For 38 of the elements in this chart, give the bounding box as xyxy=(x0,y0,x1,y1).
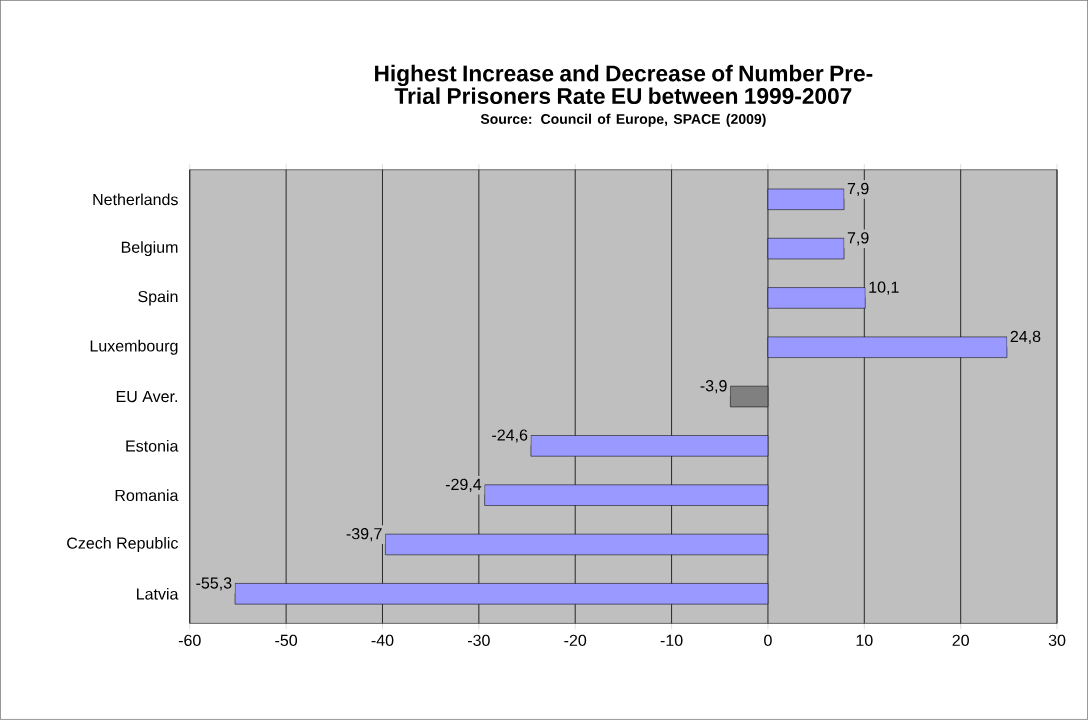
data-label: -3,9 xyxy=(700,380,727,394)
y-tick-label: Latvia xyxy=(137,588,179,600)
x-tick-label: -20 xyxy=(564,634,587,647)
bar xyxy=(767,238,845,260)
x-tick-label: 20 xyxy=(952,634,969,647)
data-label: -24,6 xyxy=(492,429,528,443)
bar xyxy=(730,386,769,408)
bar xyxy=(530,435,769,457)
x-tick-label: 30 xyxy=(1048,634,1066,647)
y-tick-label: EU Aver. xyxy=(116,391,177,403)
y-tick-label: Netherlands xyxy=(93,193,178,206)
y-tick-label: Czech Republic xyxy=(67,537,178,553)
data-label: 10,1 xyxy=(869,281,899,295)
y-tick-label: Belgium xyxy=(121,241,178,257)
x-tick-label: -50 xyxy=(275,634,298,647)
data-label: -29,4 xyxy=(445,478,482,493)
x-tick-label: -60 xyxy=(178,634,201,647)
data-label: 7,9 xyxy=(847,232,869,246)
data-label: -55,3 xyxy=(196,577,232,591)
x-tick-label: -30 xyxy=(467,634,490,647)
bar xyxy=(767,287,866,309)
x-tick-label: -40 xyxy=(371,634,394,647)
data-label: 24,8 xyxy=(1010,330,1041,345)
bar xyxy=(234,583,769,605)
x-tick-label: 10 xyxy=(856,634,873,647)
bar xyxy=(767,336,1008,359)
data-label: 7,9 xyxy=(847,182,869,197)
x-tick-label: 0 xyxy=(764,634,772,647)
y-tick-label: Estonia xyxy=(126,440,179,452)
bar xyxy=(767,188,845,211)
chart-title: Highest Increase and Decrease of Number Pre-Trial Prisoners Rate EU between 1999-2007 xyxy=(375,64,873,105)
y-tick-label: Romania xyxy=(115,489,179,502)
x-tick-label: -10 xyxy=(660,634,683,647)
bar xyxy=(385,534,769,556)
chart-subtitle: Source: Council of Europe, SPACE (2009) xyxy=(480,113,766,127)
data-label: -39,7 xyxy=(346,528,382,542)
y-tick-label: Luxembourg xyxy=(90,339,178,355)
y-tick-label: Spain xyxy=(138,290,178,306)
